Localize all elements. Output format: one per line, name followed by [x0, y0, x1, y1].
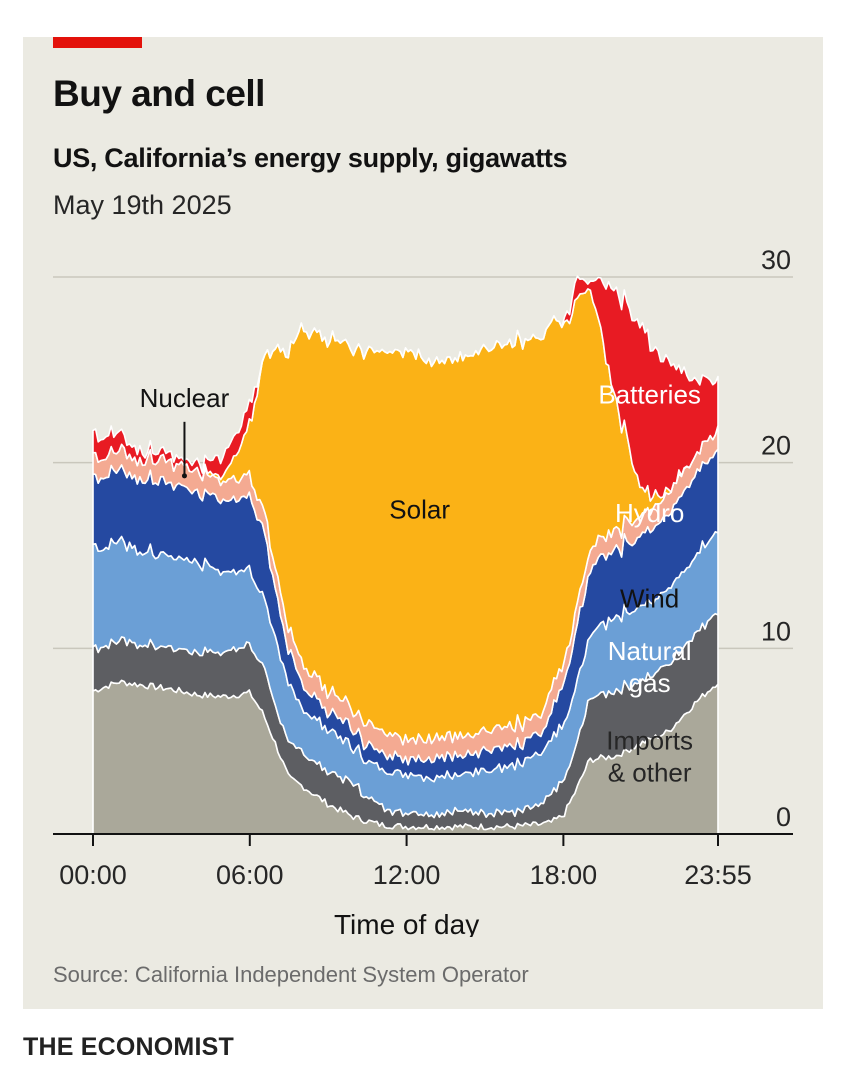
series-label-batteries: Batteries — [598, 379, 701, 409]
x-axis: 00:00 06:00 12:00 18:00 23:55 Time of day — [53, 833, 793, 937]
series-label-line: gas — [629, 668, 671, 698]
y-tick-label: 10 — [761, 616, 791, 646]
series-label-line: Hydro — [615, 498, 684, 528]
series-label-line: Natural — [608, 636, 692, 666]
series-label-solar: Solar — [389, 494, 450, 524]
series-label-imports-and-other: Imports & other — [606, 725, 693, 787]
x-tick-label: 00:00 — [59, 860, 127, 890]
chart-title: Buy and cell — [53, 73, 265, 114]
series-label-line: Wind — [620, 583, 679, 613]
chart-labels: Imports & other Natural gas Wind Hydro Solar Ba… — [140, 379, 701, 787]
chart-date: May 19th 2025 — [53, 190, 232, 220]
series-label-wind: Wind — [620, 583, 679, 613]
area-series — [92, 275, 719, 835]
series-label-line: Solar — [389, 494, 450, 524]
x-tick-label: 23:55 — [684, 860, 752, 890]
chart-subtitle: US, California’s energy supply, gigawatt… — [53, 143, 568, 173]
nuclear-leader-dot — [181, 473, 187, 479]
annotation-label-nuclear: Nuclear — [140, 383, 230, 413]
x-tick-label: 12:00 — [373, 860, 441, 890]
x-axis-title: Time of day — [334, 909, 479, 937]
economist-red-tag — [53, 37, 142, 48]
y-tick-label: 30 — [761, 245, 791, 275]
series-label-line: Imports — [606, 725, 693, 755]
x-tick-label: 18:00 — [530, 860, 598, 890]
series-label-line: & other — [608, 757, 692, 787]
series-label-natural-gas: Natural gas — [608, 636, 692, 698]
y-tick-label: 20 — [761, 431, 791, 461]
chart-card: Buy and cell US, California’s energy sup… — [23, 37, 823, 1009]
y-tick-label: 0 — [776, 802, 791, 832]
chart-source: Source: California Independent System Op… — [53, 962, 529, 987]
x-tick-label: 06:00 — [216, 860, 284, 890]
series-label-hydro: Hydro — [615, 498, 684, 528]
series-label-line: Batteries — [598, 379, 701, 409]
stacked-area-chart: 0 10 20 30 00:00 06:00 12:00 18:00 23:55 Time of… — [53, 245, 793, 937]
brand-name: THE ECONOMIST — [23, 1033, 234, 1061]
area-batteries — [92, 275, 719, 502]
